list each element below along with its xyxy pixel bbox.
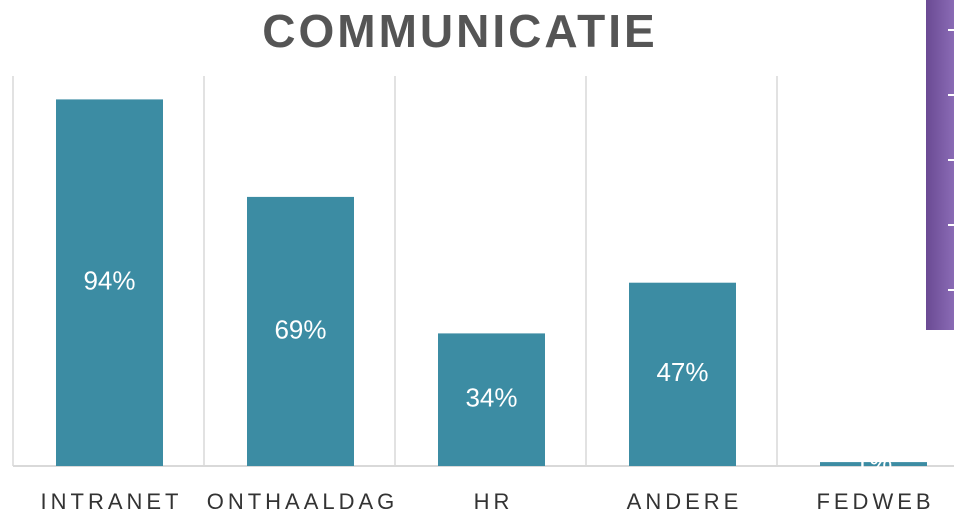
bar <box>56 99 163 467</box>
bar <box>629 282 736 466</box>
bar <box>820 462 927 466</box>
data-label: 34% <box>465 383 517 413</box>
x-tick-label: ANDERE <box>627 489 743 514</box>
x-tick-label: FEDWEB <box>816 489 934 514</box>
x-tick-label: HR <box>474 489 514 514</box>
data-label: 1% <box>855 447 893 477</box>
x-tick-label: ONTHAALDAG <box>207 489 399 514</box>
bar <box>247 196 354 466</box>
data-label: 69% <box>274 314 326 344</box>
bar <box>438 333 545 466</box>
data-label: 94% <box>83 266 135 296</box>
chart-title: COMMUNICATIE <box>262 5 657 57</box>
data-label: 47% <box>656 357 708 387</box>
x-tick-label: INTRANET <box>41 489 183 514</box>
side-decoration <box>926 0 954 330</box>
